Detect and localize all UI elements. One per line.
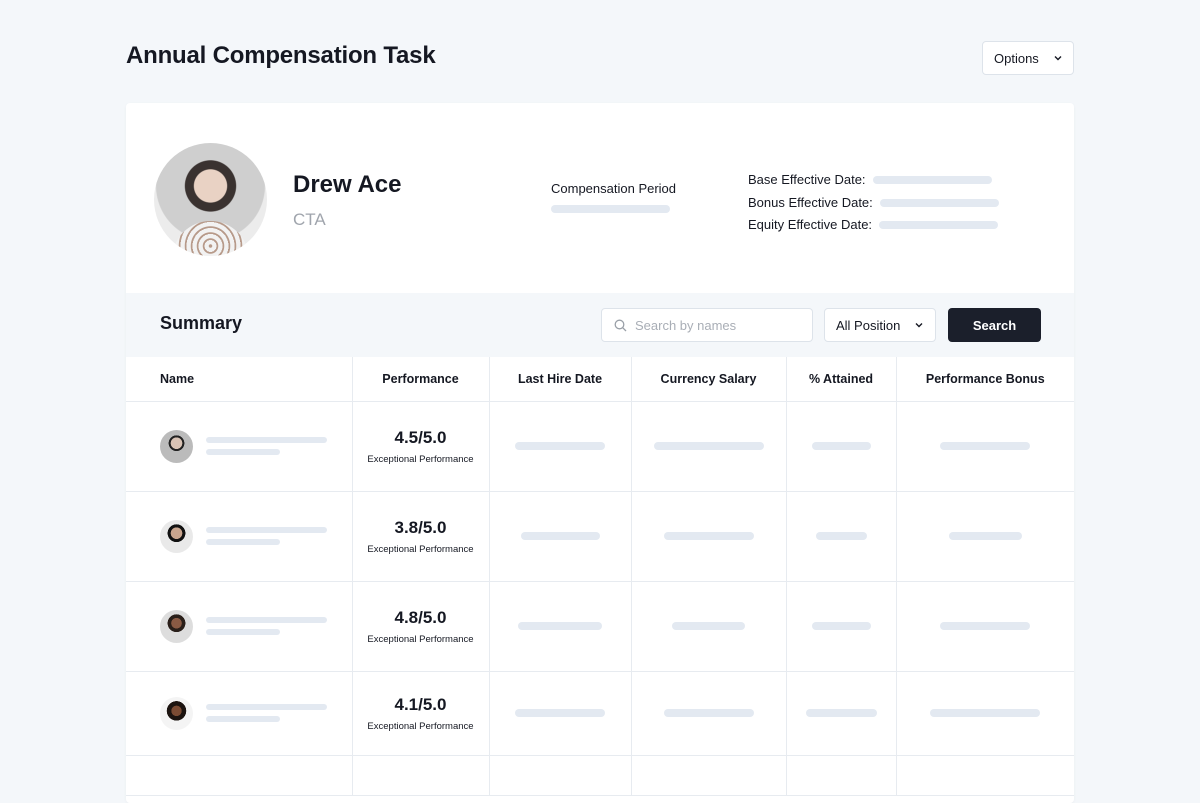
performance-bonus-cell (896, 401, 1074, 492)
performance-bonus-cell (896, 491, 1074, 582)
position-select[interactable]: All Position (824, 308, 936, 342)
employee-avatar (160, 519, 193, 553)
attained-cell (786, 671, 897, 756)
currency-salary-cell (631, 671, 787, 756)
column-header-attained[interactable]: % Attained (786, 357, 897, 402)
profile-name: Drew Ace (293, 171, 402, 198)
compensation-card: Drew Ace CTA Compensation Period Base Ef… (126, 103, 1074, 803)
last-hire-date-cell (489, 491, 632, 582)
performance-score: 4.8/5.0 (394, 607, 447, 627)
table-row[interactable]: 4.8/5.0 Exceptional Performance (126, 581, 1074, 672)
attained-cell (786, 581, 897, 672)
performance-bonus-cell (896, 671, 1074, 756)
performance-rating: Exceptional Performance (367, 633, 474, 645)
column-header-currency-salary[interactable]: Currency Salary (631, 357, 787, 402)
summary-table: Name Performance Last Hire Date Currency… (126, 357, 1074, 796)
table-row[interactable]: 4.1/5.0 Exceptional Performance (126, 671, 1074, 756)
attained-cell (786, 491, 897, 582)
profile-role: CTA (293, 210, 326, 229)
performance-cell: 4.1/5.0 Exceptional Performance (352, 671, 490, 756)
performance-score: 3.8/5.0 (394, 517, 447, 537)
currency-salary-cell (631, 581, 787, 672)
performance-rating: Exceptional Performance (367, 453, 474, 465)
performance-cell: 4.8/5.0 Exceptional Performance (352, 581, 490, 672)
profile-avatar (154, 143, 267, 256)
base-effective-date: Base Effective Date: (748, 169, 999, 192)
summary-title: Summary (160, 313, 243, 333)
currency-salary-cell (631, 491, 787, 582)
name-cell (126, 581, 353, 672)
performance-rating: Exceptional Performance (367, 720, 474, 732)
equity-effective-date: Equity Effective Date: (748, 214, 999, 237)
table-row[interactable]: 4.5/5.0 Exceptional Performance (126, 401, 1074, 492)
performance-rating: Exceptional Performance (367, 543, 474, 555)
search-field[interactable] (601, 308, 813, 342)
name-cell (126, 491, 353, 582)
effective-dates: Base Effective Date: Bonus Effective Dat… (748, 169, 999, 237)
last-hire-date-cell (489, 581, 632, 672)
last-hire-date-cell (489, 401, 632, 492)
column-header-last-hire-date[interactable]: Last Hire Date (489, 357, 632, 402)
performance-cell: 4.5/5.0 Exceptional Performance (352, 401, 490, 492)
name-cell (126, 401, 353, 492)
column-header-performance[interactable]: Performance (352, 357, 490, 402)
attained-cell (786, 401, 897, 492)
search-button[interactable]: Search (948, 308, 1041, 342)
employee-avatar (160, 429, 193, 463)
summary-toolbar: Summary All Position Search (126, 293, 1074, 357)
position-select-value: All Position (836, 317, 901, 333)
column-header-name[interactable]: Name (126, 357, 353, 402)
table-row[interactable]: 3.8/5.0 Exceptional Performance (126, 491, 1074, 582)
column-header-performance-bonus[interactable]: Performance Bonus (896, 357, 1074, 402)
last-hire-date-cell (489, 671, 632, 756)
page-title: Annual Compensation Task (126, 42, 436, 69)
options-dropdown[interactable]: Options (982, 41, 1074, 75)
options-label: Options (994, 50, 1039, 66)
employee-avatar (160, 696, 193, 730)
chevron-down-icon (1054, 56, 1062, 61)
performance-bonus-cell (896, 581, 1074, 672)
compensation-period-label: Compensation Period (551, 181, 677, 196)
table-row[interactable] (126, 755, 1074, 796)
performance-score: 4.1/5.0 (394, 694, 447, 714)
chevron-down-icon (915, 323, 923, 328)
name-cell (126, 671, 353, 756)
performance-cell: 3.8/5.0 Exceptional Performance (352, 491, 490, 582)
bonus-effective-date: Bonus Effective Date: (748, 192, 999, 215)
performance-score: 4.5/5.0 (394, 427, 447, 447)
currency-salary-cell (631, 401, 787, 492)
compensation-period-placeholder (551, 205, 670, 213)
employee-avatar (160, 609, 193, 643)
search-icon (614, 319, 627, 331)
search-input[interactable] (635, 317, 795, 333)
